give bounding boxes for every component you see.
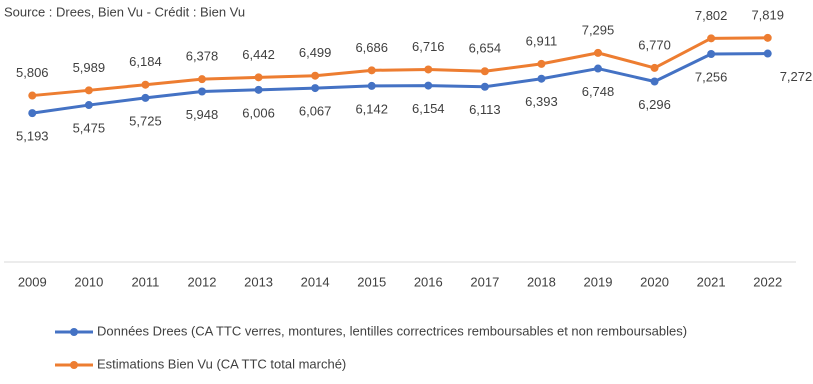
- data-point: [141, 80, 150, 89]
- chart-title: Source : Drees, Bien Vu - Crédit : Bien …: [4, 4, 245, 19]
- data-point: [480, 82, 489, 91]
- data-label: 6,067: [299, 104, 332, 119]
- legend-marker: [70, 328, 78, 336]
- data-point: [198, 87, 206, 96]
- data-point: [28, 91, 37, 100]
- data-label: 6,113: [469, 102, 501, 117]
- data-label: 6,142: [355, 101, 388, 116]
- data-label: 5,193: [16, 129, 49, 144]
- x-tick-label: 2013: [244, 274, 273, 289]
- data-label: 6,748: [582, 84, 615, 99]
- data-point: [424, 65, 433, 74]
- x-tick-label: 2011: [131, 274, 159, 289]
- data-label: 5,725: [129, 113, 162, 128]
- series-line: [32, 52, 768, 115]
- x-tick-label: 2014: [301, 274, 330, 289]
- data-point: [763, 33, 772, 42]
- x-tick-label: 2015: [357, 274, 386, 289]
- x-tick-label: 2018: [527, 274, 556, 289]
- data-label: 7,256: [695, 69, 728, 84]
- data-label: 6,716: [412, 39, 445, 54]
- data-label: 6,393: [525, 94, 558, 109]
- data-point: [84, 101, 93, 110]
- data-point: [594, 64, 602, 73]
- data-point: [650, 63, 659, 72]
- legend-marker: [70, 361, 78, 369]
- data-point: [311, 71, 320, 80]
- data-label: 7,802: [695, 8, 728, 23]
- data-point: [254, 85, 263, 94]
- data-label: 5,475: [73, 120, 106, 135]
- x-tick-label: 2021: [697, 274, 726, 289]
- data-point: [28, 109, 37, 118]
- x-tick-label: 2016: [414, 274, 443, 289]
- x-tick-label: 2009: [18, 274, 47, 289]
- data-label: 7,272: [780, 69, 813, 84]
- x-tick-label: 2022: [753, 274, 782, 289]
- data-label: 6,770: [638, 37, 671, 52]
- data-point: [707, 34, 716, 43]
- data-point: [311, 84, 320, 93]
- data-label: 6,296: [638, 97, 671, 112]
- x-tick-label: 2017: [470, 274, 499, 289]
- data-label: 6,154: [412, 101, 445, 116]
- x-tick-label: 2020: [640, 274, 669, 289]
- data-point: [707, 49, 716, 58]
- data-label: 6,378: [186, 49, 219, 64]
- data-label: 6,654: [469, 41, 502, 56]
- data-point: [537, 74, 546, 83]
- data-label: 5,806: [16, 65, 49, 80]
- data-point: [84, 86, 93, 95]
- data-point: [650, 77, 659, 86]
- legend-label: Données Drees (CA TTC verres, montures, …: [97, 323, 687, 338]
- data-point: [367, 66, 376, 75]
- data-label: 6,499: [299, 45, 332, 60]
- legend-label: Estimations Bien Vu (CA TTC total marché…: [97, 356, 346, 371]
- data-label: 6,006: [242, 105, 275, 120]
- data-label: 6,184: [129, 54, 162, 69]
- data-point: [763, 49, 772, 58]
- data-label: 5,989: [73, 60, 106, 75]
- data-point: [141, 93, 150, 102]
- data-point: [480, 67, 489, 76]
- x-tick-label: 2010: [74, 274, 103, 289]
- data-point: [254, 73, 263, 82]
- data-point: [367, 81, 376, 90]
- data-label: 7,295: [582, 22, 615, 37]
- data-label: 6,911: [526, 33, 558, 48]
- x-tick-label: 2019: [584, 274, 613, 289]
- data-label: 6,686: [355, 40, 388, 55]
- data-label: 5,948: [186, 107, 219, 122]
- data-point: [424, 81, 433, 90]
- data-point: [198, 75, 206, 84]
- series-line: [32, 36, 768, 98]
- data-point: [537, 59, 546, 68]
- data-label: 6,442: [242, 47, 275, 62]
- data-label: 7,819: [751, 7, 784, 22]
- x-tick-label: 2012: [188, 274, 217, 289]
- data-point: [594, 48, 602, 57]
